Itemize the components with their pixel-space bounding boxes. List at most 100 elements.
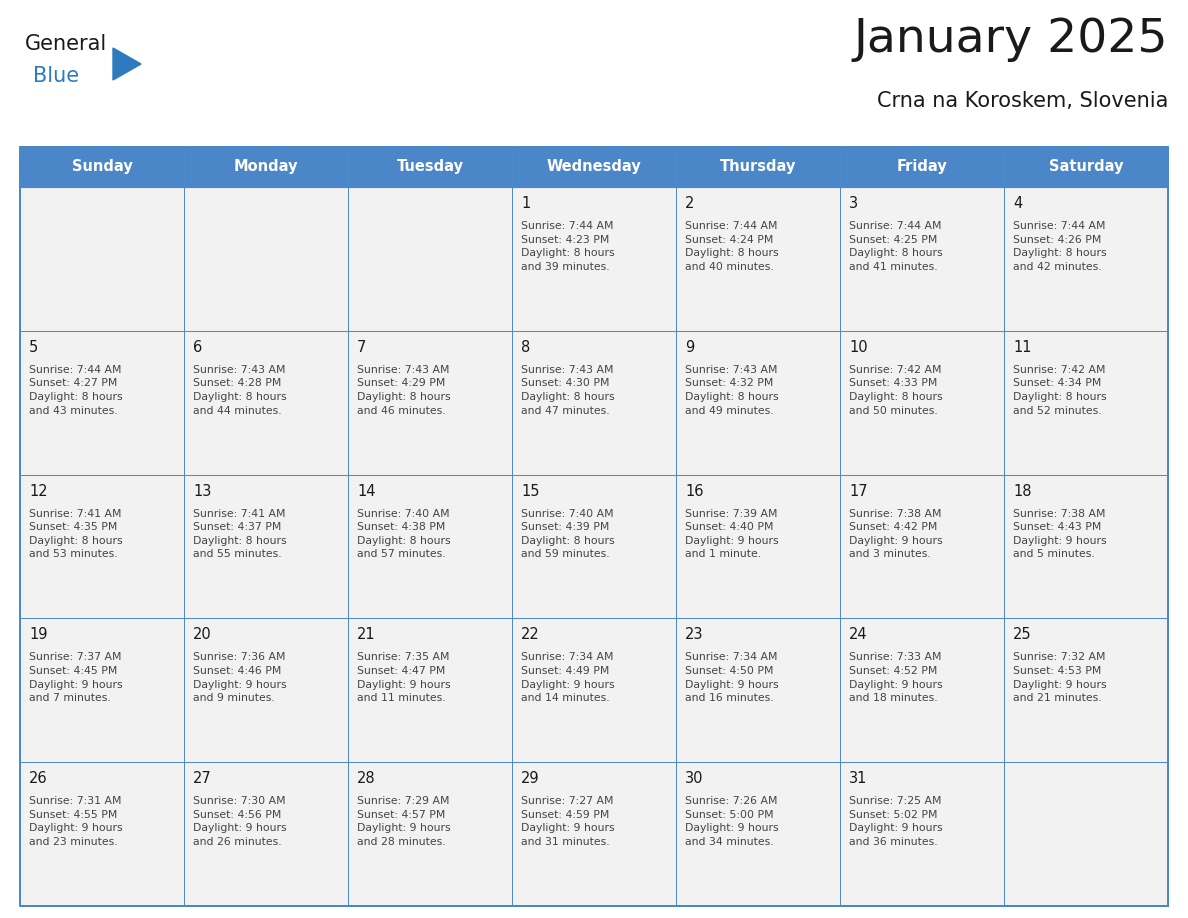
Text: Sunrise: 7:42 AM
Sunset: 4:34 PM
Daylight: 8 hours
and 52 minutes.: Sunrise: 7:42 AM Sunset: 4:34 PM Dayligh…: [1013, 364, 1107, 416]
Text: 25: 25: [1013, 627, 1031, 643]
Bar: [348, 147, 512, 187]
Text: 6: 6: [192, 340, 202, 354]
Text: 11: 11: [1013, 340, 1031, 354]
Text: 21: 21: [358, 627, 375, 643]
Text: Saturday: Saturday: [1049, 160, 1123, 174]
Text: Sunrise: 7:40 AM
Sunset: 4:39 PM
Daylight: 8 hours
and 59 minutes.: Sunrise: 7:40 AM Sunset: 4:39 PM Dayligh…: [522, 509, 614, 559]
Bar: [348, 187, 512, 330]
Text: Sunrise: 7:44 AM
Sunset: 4:24 PM
Daylight: 8 hours
and 40 minutes.: Sunrise: 7:44 AM Sunset: 4:24 PM Dayligh…: [685, 221, 778, 272]
Text: 14: 14: [358, 484, 375, 498]
Bar: [512, 147, 676, 187]
Text: 26: 26: [29, 771, 48, 786]
Bar: [20, 762, 184, 906]
Polygon shape: [113, 48, 141, 80]
Bar: [1004, 187, 1168, 330]
Text: 31: 31: [849, 771, 867, 786]
Text: 8: 8: [522, 340, 530, 354]
Text: Sunrise: 7:43 AM
Sunset: 4:32 PM
Daylight: 8 hours
and 49 minutes.: Sunrise: 7:43 AM Sunset: 4:32 PM Dayligh…: [685, 364, 778, 416]
Text: 17: 17: [849, 484, 867, 498]
Bar: [512, 762, 676, 906]
Bar: [184, 187, 348, 330]
Bar: [184, 762, 348, 906]
Text: Sunrise: 7:44 AM
Sunset: 4:26 PM
Daylight: 8 hours
and 42 minutes.: Sunrise: 7:44 AM Sunset: 4:26 PM Dayligh…: [1013, 221, 1107, 272]
Text: 19: 19: [29, 627, 48, 643]
Bar: [348, 330, 512, 475]
Text: Sunrise: 7:44 AM
Sunset: 4:23 PM
Daylight: 8 hours
and 39 minutes.: Sunrise: 7:44 AM Sunset: 4:23 PM Dayligh…: [522, 221, 614, 272]
Text: Wednesday: Wednesday: [546, 160, 642, 174]
Text: Sunrise: 7:27 AM
Sunset: 4:59 PM
Daylight: 9 hours
and 31 minutes.: Sunrise: 7:27 AM Sunset: 4:59 PM Dayligh…: [522, 796, 614, 847]
Bar: [348, 762, 512, 906]
Text: Sunrise: 7:35 AM
Sunset: 4:47 PM
Daylight: 9 hours
and 11 minutes.: Sunrise: 7:35 AM Sunset: 4:47 PM Dayligh…: [358, 653, 450, 703]
Text: Sunrise: 7:29 AM
Sunset: 4:57 PM
Daylight: 9 hours
and 28 minutes.: Sunrise: 7:29 AM Sunset: 4:57 PM Dayligh…: [358, 796, 450, 847]
Text: 28: 28: [358, 771, 375, 786]
Text: Sunday: Sunday: [71, 160, 132, 174]
Bar: [20, 619, 184, 762]
Bar: [676, 619, 840, 762]
Text: 23: 23: [685, 627, 703, 643]
Bar: [676, 762, 840, 906]
Bar: [1004, 330, 1168, 475]
Text: 22: 22: [522, 627, 539, 643]
Text: 16: 16: [685, 484, 703, 498]
Text: Sunrise: 7:43 AM
Sunset: 4:28 PM
Daylight: 8 hours
and 44 minutes.: Sunrise: 7:43 AM Sunset: 4:28 PM Dayligh…: [192, 364, 286, 416]
Bar: [512, 187, 676, 330]
Text: 9: 9: [685, 340, 694, 354]
Bar: [840, 762, 1004, 906]
Text: Sunrise: 7:36 AM
Sunset: 4:46 PM
Daylight: 9 hours
and 9 minutes.: Sunrise: 7:36 AM Sunset: 4:46 PM Dayligh…: [192, 653, 286, 703]
Text: 3: 3: [849, 196, 858, 211]
Bar: [512, 619, 676, 762]
Text: Sunrise: 7:32 AM
Sunset: 4:53 PM
Daylight: 9 hours
and 21 minutes.: Sunrise: 7:32 AM Sunset: 4:53 PM Dayligh…: [1013, 653, 1107, 703]
Text: Sunrise: 7:38 AM
Sunset: 4:43 PM
Daylight: 9 hours
and 5 minutes.: Sunrise: 7:38 AM Sunset: 4:43 PM Dayligh…: [1013, 509, 1107, 559]
Bar: [676, 147, 840, 187]
Text: January 2025: January 2025: [853, 17, 1168, 62]
Text: Sunrise: 7:39 AM
Sunset: 4:40 PM
Daylight: 9 hours
and 1 minute.: Sunrise: 7:39 AM Sunset: 4:40 PM Dayligh…: [685, 509, 778, 559]
Text: Sunrise: 7:25 AM
Sunset: 5:02 PM
Daylight: 9 hours
and 36 minutes.: Sunrise: 7:25 AM Sunset: 5:02 PM Dayligh…: [849, 796, 942, 847]
Text: Crna na Koroskem, Slovenia: Crna na Koroskem, Slovenia: [877, 91, 1168, 111]
Text: 13: 13: [192, 484, 211, 498]
Text: 15: 15: [522, 484, 539, 498]
Bar: [1004, 147, 1168, 187]
Text: 27: 27: [192, 771, 211, 786]
Text: Thursday: Thursday: [720, 160, 796, 174]
Text: Sunrise: 7:42 AM
Sunset: 4:33 PM
Daylight: 8 hours
and 50 minutes.: Sunrise: 7:42 AM Sunset: 4:33 PM Dayligh…: [849, 364, 942, 416]
Text: Sunrise: 7:41 AM
Sunset: 4:37 PM
Daylight: 8 hours
and 55 minutes.: Sunrise: 7:41 AM Sunset: 4:37 PM Dayligh…: [192, 509, 286, 559]
Text: Blue: Blue: [33, 66, 80, 86]
Text: 5: 5: [29, 340, 38, 354]
Text: Friday: Friday: [897, 160, 947, 174]
Bar: [1004, 619, 1168, 762]
Text: Sunrise: 7:30 AM
Sunset: 4:56 PM
Daylight: 9 hours
and 26 minutes.: Sunrise: 7:30 AM Sunset: 4:56 PM Dayligh…: [192, 796, 286, 847]
Text: Sunrise: 7:40 AM
Sunset: 4:38 PM
Daylight: 8 hours
and 57 minutes.: Sunrise: 7:40 AM Sunset: 4:38 PM Dayligh…: [358, 509, 450, 559]
Text: 29: 29: [522, 771, 539, 786]
Bar: [348, 619, 512, 762]
Text: Sunrise: 7:44 AM
Sunset: 4:27 PM
Daylight: 8 hours
and 43 minutes.: Sunrise: 7:44 AM Sunset: 4:27 PM Dayligh…: [29, 364, 122, 416]
Text: 30: 30: [685, 771, 703, 786]
Text: Sunrise: 7:26 AM
Sunset: 5:00 PM
Daylight: 9 hours
and 34 minutes.: Sunrise: 7:26 AM Sunset: 5:00 PM Dayligh…: [685, 796, 778, 847]
Bar: [1004, 762, 1168, 906]
Text: 18: 18: [1013, 484, 1031, 498]
Text: Sunrise: 7:34 AM
Sunset: 4:49 PM
Daylight: 9 hours
and 14 minutes.: Sunrise: 7:34 AM Sunset: 4:49 PM Dayligh…: [522, 653, 614, 703]
Bar: [184, 475, 348, 619]
Bar: [20, 330, 184, 475]
Bar: [20, 187, 184, 330]
Bar: [840, 475, 1004, 619]
Text: 2: 2: [685, 196, 694, 211]
Text: Sunrise: 7:33 AM
Sunset: 4:52 PM
Daylight: 9 hours
and 18 minutes.: Sunrise: 7:33 AM Sunset: 4:52 PM Dayligh…: [849, 653, 942, 703]
Text: 10: 10: [849, 340, 867, 354]
Bar: [840, 330, 1004, 475]
Text: Sunrise: 7:31 AM
Sunset: 4:55 PM
Daylight: 9 hours
and 23 minutes.: Sunrise: 7:31 AM Sunset: 4:55 PM Dayligh…: [29, 796, 122, 847]
Text: Sunrise: 7:44 AM
Sunset: 4:25 PM
Daylight: 8 hours
and 41 minutes.: Sunrise: 7:44 AM Sunset: 4:25 PM Dayligh…: [849, 221, 942, 272]
Bar: [184, 330, 348, 475]
Bar: [512, 475, 676, 619]
Bar: [1004, 475, 1168, 619]
Bar: [20, 147, 184, 187]
Bar: [840, 147, 1004, 187]
Text: General: General: [25, 34, 107, 54]
Text: Monday: Monday: [234, 160, 298, 174]
Text: 7: 7: [358, 340, 366, 354]
Text: Sunrise: 7:41 AM
Sunset: 4:35 PM
Daylight: 8 hours
and 53 minutes.: Sunrise: 7:41 AM Sunset: 4:35 PM Dayligh…: [29, 509, 122, 559]
Text: Sunrise: 7:34 AM
Sunset: 4:50 PM
Daylight: 9 hours
and 16 minutes.: Sunrise: 7:34 AM Sunset: 4:50 PM Dayligh…: [685, 653, 778, 703]
Bar: [840, 187, 1004, 330]
Text: Sunrise: 7:38 AM
Sunset: 4:42 PM
Daylight: 9 hours
and 3 minutes.: Sunrise: 7:38 AM Sunset: 4:42 PM Dayligh…: [849, 509, 942, 559]
Text: Tuesday: Tuesday: [397, 160, 463, 174]
Bar: [184, 619, 348, 762]
